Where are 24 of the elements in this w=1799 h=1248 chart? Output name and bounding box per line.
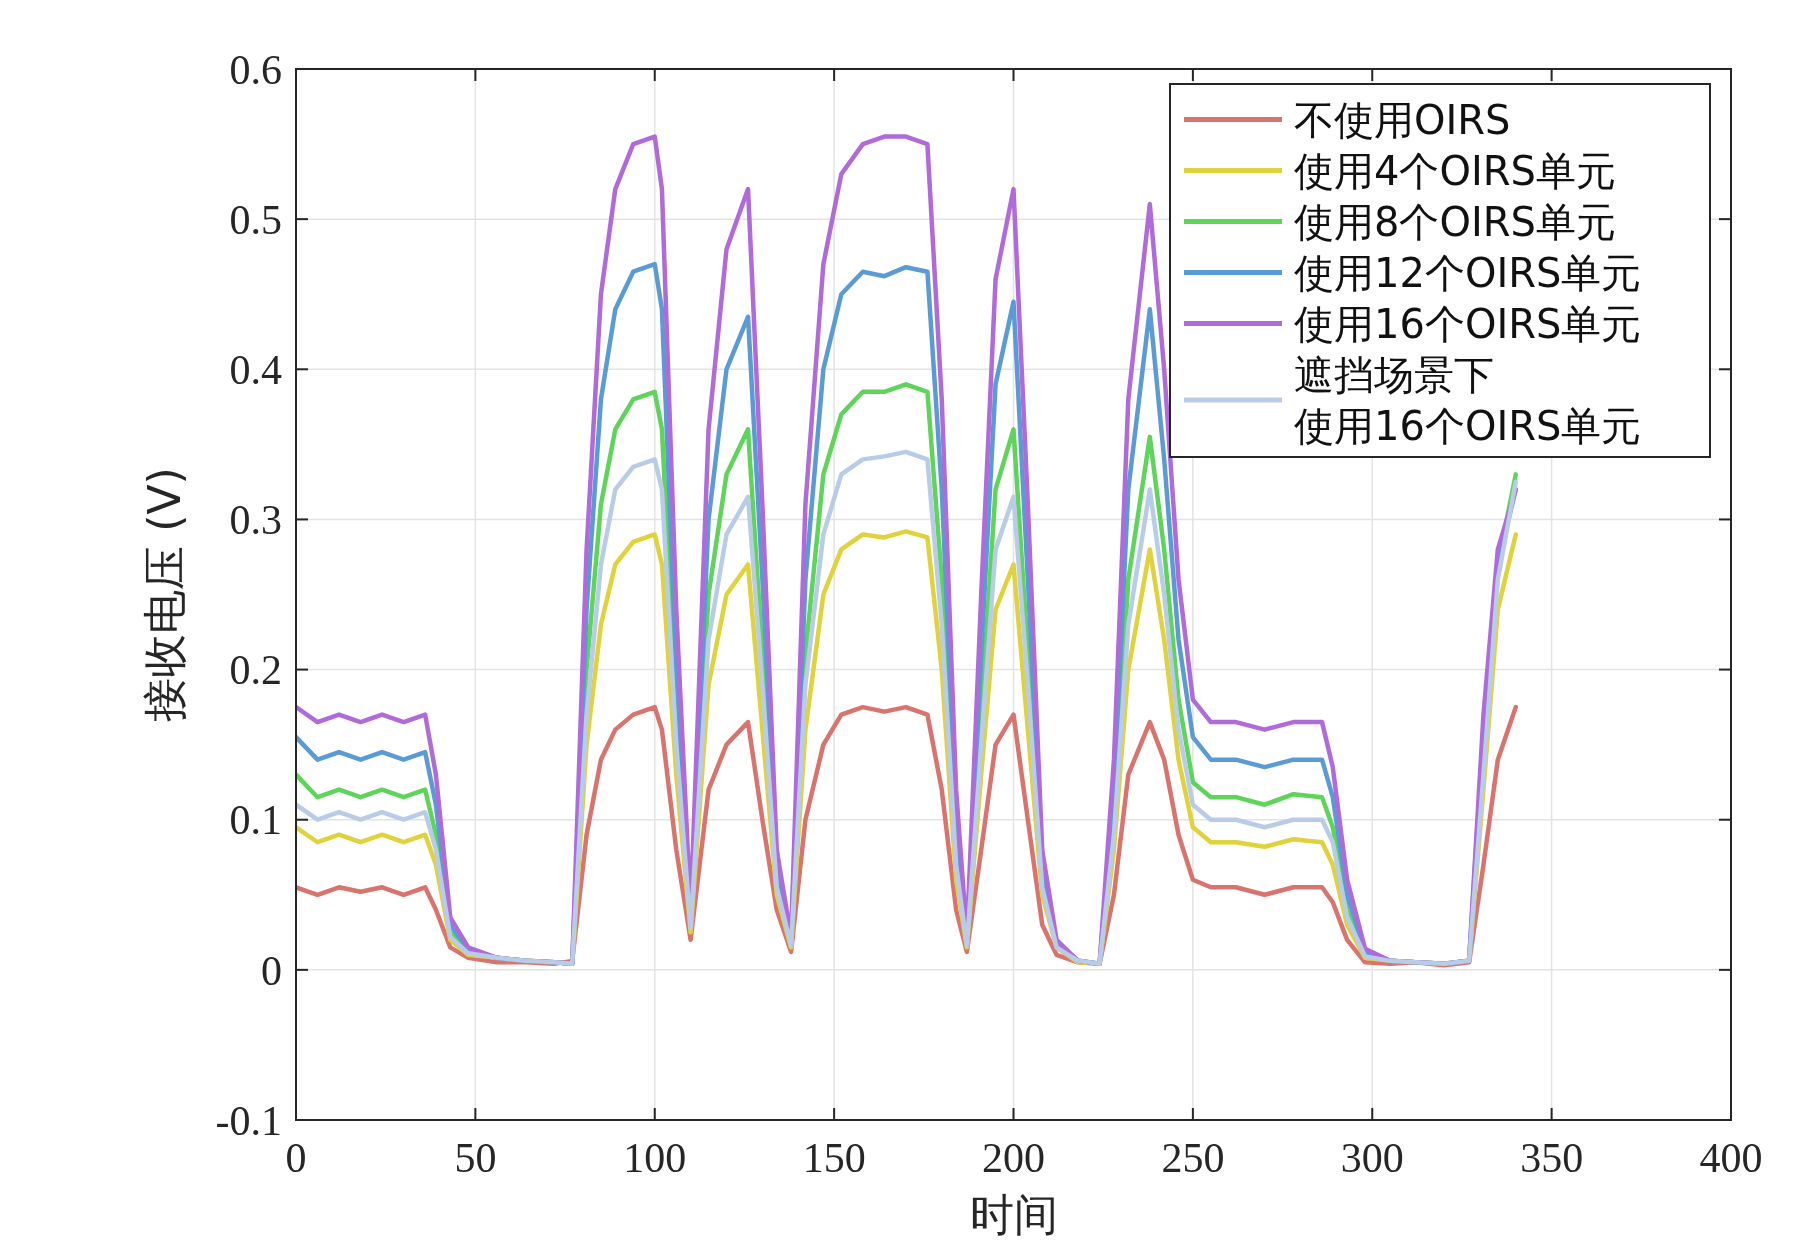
legend-label: 使用12个OIRS单元 <box>1294 249 1642 296</box>
y-tick-label: 0.3 <box>229 497 282 544</box>
x-tick-label: 150 <box>802 1135 866 1181</box>
legend-label: 不使用OIRS <box>1294 96 1511 143</box>
legend-label: 遮挡场景下使用16个OIRS单元 <box>1294 351 1642 449</box>
x-axis-title: 时间 <box>969 1189 1058 1240</box>
y-tick-label: 0.4 <box>229 346 282 393</box>
x-tick-label: 400 <box>1699 1135 1763 1181</box>
legend-label: 使用8个OIRS单元 <box>1294 198 1616 245</box>
legend-label: 使用4个OIRS单元 <box>1294 147 1616 194</box>
x-tick-label: 100 <box>623 1135 687 1181</box>
y-tick-label: 0.5 <box>229 196 282 243</box>
y-axis-title: 接收电压 (V) <box>139 467 190 722</box>
x-tick-label: 350 <box>1520 1135 1584 1181</box>
legend-label: 使用16个OIRS单元 <box>1294 300 1642 347</box>
y-tick-label: 0 <box>261 947 282 994</box>
y-tick-label: 0.6 <box>229 46 282 93</box>
y-tick-label: 0.2 <box>229 647 282 694</box>
x-tick-label: 200 <box>982 1135 1045 1181</box>
x-tick-label: 50 <box>454 1135 497 1181</box>
x-tick-label: 250 <box>1161 1135 1225 1181</box>
y-tick-label: 0.1 <box>229 797 282 844</box>
y-tick-label: -0.1 <box>215 1097 282 1144</box>
x-tick-label: 300 <box>1340 1135 1404 1181</box>
